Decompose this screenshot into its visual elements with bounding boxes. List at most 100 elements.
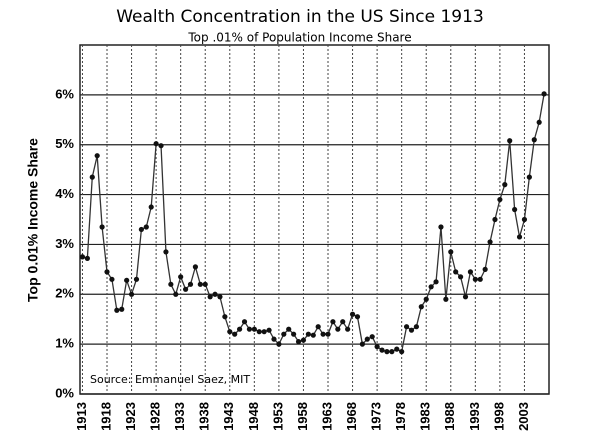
point [109, 276, 115, 282]
point [286, 326, 292, 332]
point [271, 336, 277, 342]
y-tick-label: 2% [55, 286, 74, 301]
point [384, 349, 390, 355]
point [364, 336, 370, 342]
point [408, 327, 415, 333]
x-tick-label: 1923 [123, 402, 138, 431]
point [128, 291, 135, 297]
point [389, 349, 395, 355]
x-tick-label: 1958 [295, 402, 310, 431]
point [114, 307, 120, 313]
point [163, 249, 169, 255]
point [295, 339, 302, 345]
point [266, 327, 272, 333]
point [477, 276, 483, 282]
point [84, 255, 90, 261]
point [187, 281, 194, 287]
x-tick-label: 1963 [319, 402, 334, 431]
point [423, 296, 429, 302]
point [487, 239, 493, 245]
point [482, 266, 488, 272]
point [89, 174, 95, 180]
point [227, 329, 233, 335]
point [173, 291, 179, 297]
point [413, 324, 420, 330]
x-tick-label: 1968 [344, 402, 359, 431]
x-tick-label: 1993 [467, 402, 482, 431]
point [192, 264, 199, 270]
x-tick-label: 1943 [221, 402, 236, 431]
x-tick-label: 1918 [98, 402, 113, 431]
point [143, 224, 149, 230]
x-tick-label: 1948 [246, 402, 261, 431]
point [182, 286, 189, 292]
point [237, 326, 243, 332]
point [359, 341, 365, 347]
point [310, 332, 316, 338]
x-tick-label: 1973 [369, 402, 384, 431]
x-tick-label: 1988 [442, 402, 457, 431]
point [462, 294, 469, 300]
chart-subtitle: Top .01% of Population Income Share [187, 31, 411, 45]
point [232, 331, 238, 337]
x-tick-label: 2003 [516, 402, 531, 431]
point [79, 254, 86, 260]
y-tick-label: 4% [55, 186, 74, 201]
point [541, 91, 547, 97]
point [394, 346, 400, 352]
point [448, 249, 454, 255]
point [418, 304, 424, 310]
point [507, 138, 513, 144]
point [374, 344, 380, 350]
x-tick-label: 1913 [74, 402, 89, 431]
point [497, 196, 503, 203]
point [94, 153, 100, 159]
point [531, 137, 537, 143]
x-tick-label: 1938 [197, 402, 212, 431]
point [502, 182, 508, 188]
point [207, 294, 213, 300]
point [320, 331, 326, 337]
point [256, 329, 262, 335]
point [281, 331, 287, 337]
point [158, 143, 164, 149]
point [472, 276, 478, 282]
point [521, 216, 528, 223]
point [276, 341, 282, 347]
point [202, 281, 208, 287]
y-tick-label: 6% [55, 86, 74, 101]
annotation: Source: Emmanuel Saez, MIT [90, 373, 250, 386]
point [403, 324, 410, 330]
x-tick-label: 1928 [148, 402, 163, 431]
point [492, 216, 498, 223]
point [453, 269, 459, 275]
x-tick-label: 1953 [270, 402, 285, 431]
point [212, 291, 218, 297]
point [99, 224, 105, 230]
point [104, 269, 110, 275]
point [325, 331, 331, 337]
y-tick-label: 3% [55, 236, 74, 251]
point [349, 311, 356, 317]
point [512, 206, 518, 213]
point [124, 277, 130, 283]
y-tick-label: 5% [55, 136, 74, 151]
point [428, 284, 434, 290]
point [261, 329, 267, 335]
point [516, 234, 523, 240]
point [458, 274, 464, 280]
x-tick-label: 1978 [393, 402, 408, 431]
point [433, 279, 439, 285]
point [133, 276, 140, 282]
point [399, 349, 405, 355]
point [217, 294, 223, 300]
point [526, 174, 532, 180]
chart-title: Wealth Concentration in the US Since 191… [116, 7, 484, 27]
point [305, 331, 311, 337]
point [379, 347, 385, 353]
x-tick-label: 1983 [418, 402, 433, 431]
point [291, 331, 297, 337]
point [354, 314, 361, 320]
y-tick-label: 1% [55, 336, 74, 351]
